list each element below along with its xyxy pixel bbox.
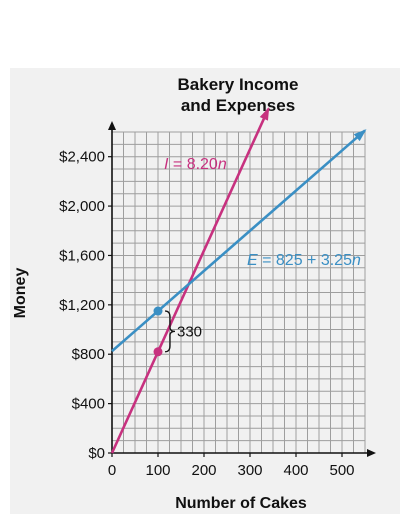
data-point — [154, 307, 163, 316]
chart-figure: Bakery Income and Expenses 0 100 200 300 400… — [10, 68, 400, 514]
y-tick-label: $1,600 — [59, 247, 105, 264]
annotations: 330 — [154, 307, 203, 357]
y-tick-label: $1,200 — [59, 297, 105, 314]
y-tick-label: $2,000 — [59, 198, 105, 215]
x-tick-label: 0 — [108, 462, 116, 479]
y-axis-arrow — [108, 121, 116, 130]
grid — [112, 132, 365, 453]
data-point — [154, 347, 163, 356]
axes — [108, 121, 376, 457]
y-tick-label: $2,400 — [59, 149, 105, 166]
chart-title-line-1: Bakery Income — [178, 75, 299, 94]
y-tick-label: $0 — [88, 445, 105, 462]
x-tick-label: 200 — [191, 462, 216, 479]
y-tick-label: $800 — [72, 346, 105, 363]
y-axis-label: Money — [12, 268, 29, 319]
y-tick-label: $400 — [72, 396, 105, 413]
difference-label: 330 — [177, 323, 202, 340]
x-tick-label: 500 — [329, 462, 354, 479]
series-label-e: E = 825 + 3.25n — [247, 252, 361, 269]
x-tick-label: 400 — [283, 462, 308, 479]
x-axis-label: Number of Cakes — [175, 495, 307, 512]
tick-labels: 0 100 200 300 400 500 $0 $400 $800 $1,200 $1,600 $2… — [59, 149, 354, 479]
x-tick-label: 100 — [145, 462, 170, 479]
series-label-i: I = 8.20n — [164, 156, 227, 173]
chart-title-line-2: and Expenses — [181, 96, 295, 115]
x-tick-label: 300 — [237, 462, 262, 479]
chart-svg: Bakery Income and Expenses 0 100 200 300 400… — [10, 68, 400, 514]
x-axis-arrow — [367, 449, 376, 457]
